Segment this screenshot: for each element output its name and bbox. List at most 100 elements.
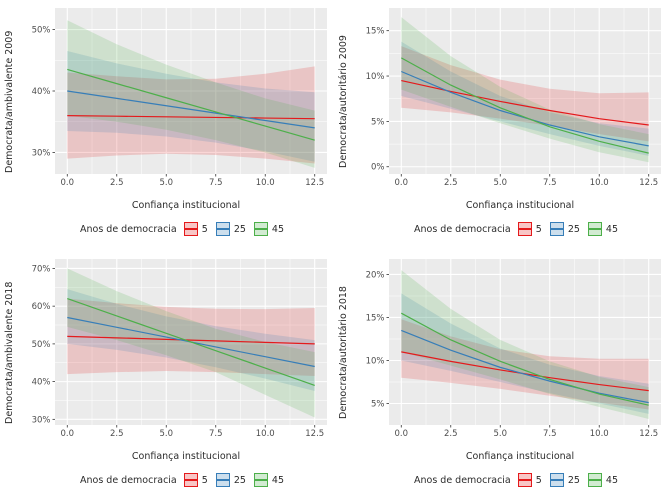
legend-swatch (517, 222, 532, 236)
legend: Anos de democracia 5 25 45 (2, 464, 332, 496)
gridlines (55, 8, 327, 174)
x-tick-label: 7.5 (209, 178, 223, 188)
plot-area: 0.0 2.5 5.0 7.5 10.0 12.5 5% 10% 15% 20% (366, 259, 661, 439)
legend-label: 5 (201, 474, 208, 486)
legend-label: 5 (201, 223, 208, 235)
ribbon-series-5 (401, 46, 649, 142)
legend-swatch-line (254, 479, 267, 481)
y-tick-label: 10% (366, 72, 385, 82)
y-axis-title: Democrata/ambivalente 2018 (4, 281, 15, 425)
x-tick-label: 5.0 (159, 178, 173, 188)
legend-label: 25 (233, 223, 246, 235)
legend-swatch-line (518, 228, 531, 230)
legend-label: 25 (233, 474, 246, 486)
confidence-ribbons (67, 20, 315, 168)
line-series-45 (400, 312, 649, 406)
legend-title: Anos de democracia (413, 223, 511, 235)
legend-keys: 5 25 45 (183, 473, 284, 487)
confidence-ribbons (401, 270, 649, 419)
ribbon-series-5 (67, 66, 315, 164)
legend-label: 45 (271, 474, 284, 486)
panel-autoritario-2009: Democrata/autoritário 2009 0.0 2.5 5.0 7.5 1… (334, 0, 668, 251)
x-tick-label: 5.0 (493, 429, 507, 439)
legend-title: Anos de democracia (79, 223, 177, 235)
plot-area: 0.0 2.5 5.0 7.5 10.0 12.5 0% 5% 10% 15% (366, 8, 661, 188)
x-tick-label: 2.5 (110, 429, 124, 439)
legend-item-5: 5 (517, 473, 542, 487)
y-tick-label: 15% (366, 313, 385, 323)
x-tick-label: 7.5 (543, 429, 557, 439)
legend-item-5: 5 (183, 222, 208, 236)
y-tick-label: 60% (32, 302, 51, 312)
trend-lines (67, 298, 315, 386)
legend-swatch (517, 473, 532, 487)
legend-swatch (253, 473, 268, 487)
legend-swatch-line (184, 228, 197, 230)
legend-swatch (183, 222, 198, 236)
x-tick-label: 7.5 (209, 429, 223, 439)
y-tick-label: 30% (32, 415, 51, 425)
legend-swatch (215, 473, 230, 487)
gridlines (55, 259, 327, 425)
line-series-25 (401, 329, 649, 404)
x-tick-label: 12.5 (639, 429, 658, 439)
panel-autoritario-2018: Democrata/autoritário 2018 0.0 2.5 5.0 7.5 1… (334, 251, 668, 502)
legend-label: 45 (605, 474, 618, 486)
plot-area: 0.0 2.5 5.0 7.5 10.0 12.5 30% 40% 50% (32, 8, 327, 188)
x-tick-label: 0.0 (61, 178, 75, 188)
legend-title: Anos de democracia (79, 474, 177, 486)
x-tick-label: 2.5 (110, 178, 124, 188)
x-tick-label: 0.0 (395, 429, 409, 439)
plot-wrap: Democrata/ambivalente 2018 0.0 2.5 5.0 7.5 1… (2, 255, 332, 451)
legend-swatch-line (518, 479, 531, 481)
x-axis-title: Confiança institucional (131, 200, 241, 211)
ribbon-series-25 (401, 41, 649, 156)
y-tick-label: 30% (32, 148, 51, 158)
legend-label: 45 (605, 223, 618, 235)
ribbon-series-45 (67, 20, 315, 168)
line-series-5 (401, 79, 649, 126)
x-tick-label: 12.5 (305, 178, 324, 188)
legend-swatch (183, 473, 198, 487)
ribbon-series-45 (401, 270, 649, 419)
ribbon-series-25 (67, 51, 315, 162)
line-series-5 (67, 335, 315, 345)
legend-item-45: 45 (253, 473, 284, 487)
axis-ticks: 0.0 2.5 5.0 7.5 10.0 12.5 30% 40% 50% 60% 70% (32, 264, 325, 439)
x-tick-label: 10.0 (256, 429, 275, 439)
legend-swatch-line (550, 479, 563, 481)
line-series-45 (400, 57, 649, 154)
gridlines (389, 259, 661, 425)
y-tick-label: 0% (371, 163, 385, 173)
x-tick-label: 2.5 (444, 429, 458, 439)
legend-swatch (549, 473, 564, 487)
legend-swatch-line (184, 479, 197, 481)
legend-label: 25 (567, 474, 580, 486)
legend-item-25: 25 (215, 222, 246, 236)
y-tick-label: 20% (366, 270, 385, 280)
y-tick-label: 15% (366, 27, 385, 37)
legend-item-45: 45 (587, 473, 618, 487)
legend-swatch-line (550, 228, 563, 230)
y-axis-title: Democrata/autoritário 2009 (338, 35, 349, 169)
x-tick-label: 2.5 (444, 178, 458, 188)
ribbon-series-45 (401, 17, 649, 163)
legend: Anos de democracia 5 25 45 (336, 464, 666, 496)
legend-item-45: 45 (587, 222, 618, 236)
line-series-25 (67, 90, 315, 129)
legend-item-5: 5 (517, 222, 542, 236)
y-tick-label: 50% (32, 26, 51, 36)
gridlines (389, 8, 661, 174)
legend-swatch-line (254, 228, 267, 230)
legend-keys: 5 25 45 (183, 222, 284, 236)
ribbon-series-45 (67, 268, 315, 418)
legend: Anos de democracia 5 25 45 (2, 213, 332, 245)
y-axis-title: Democrata/autoritário 2018 (338, 286, 349, 420)
ribbon-series-25 (401, 293, 649, 414)
legend-swatch (253, 222, 268, 236)
panel-ambivalente-2009: Democrata/ambivalente 2009 0.0 2.5 5.0 7.5 1… (0, 0, 334, 251)
x-tick-label: 5.0 (159, 429, 173, 439)
trend-lines (400, 312, 649, 406)
axis-ticks: 0.0 2.5 5.0 7.5 10.0 12.5 0% 5% 10% 15% (366, 27, 659, 188)
legend-label: 45 (271, 223, 284, 235)
